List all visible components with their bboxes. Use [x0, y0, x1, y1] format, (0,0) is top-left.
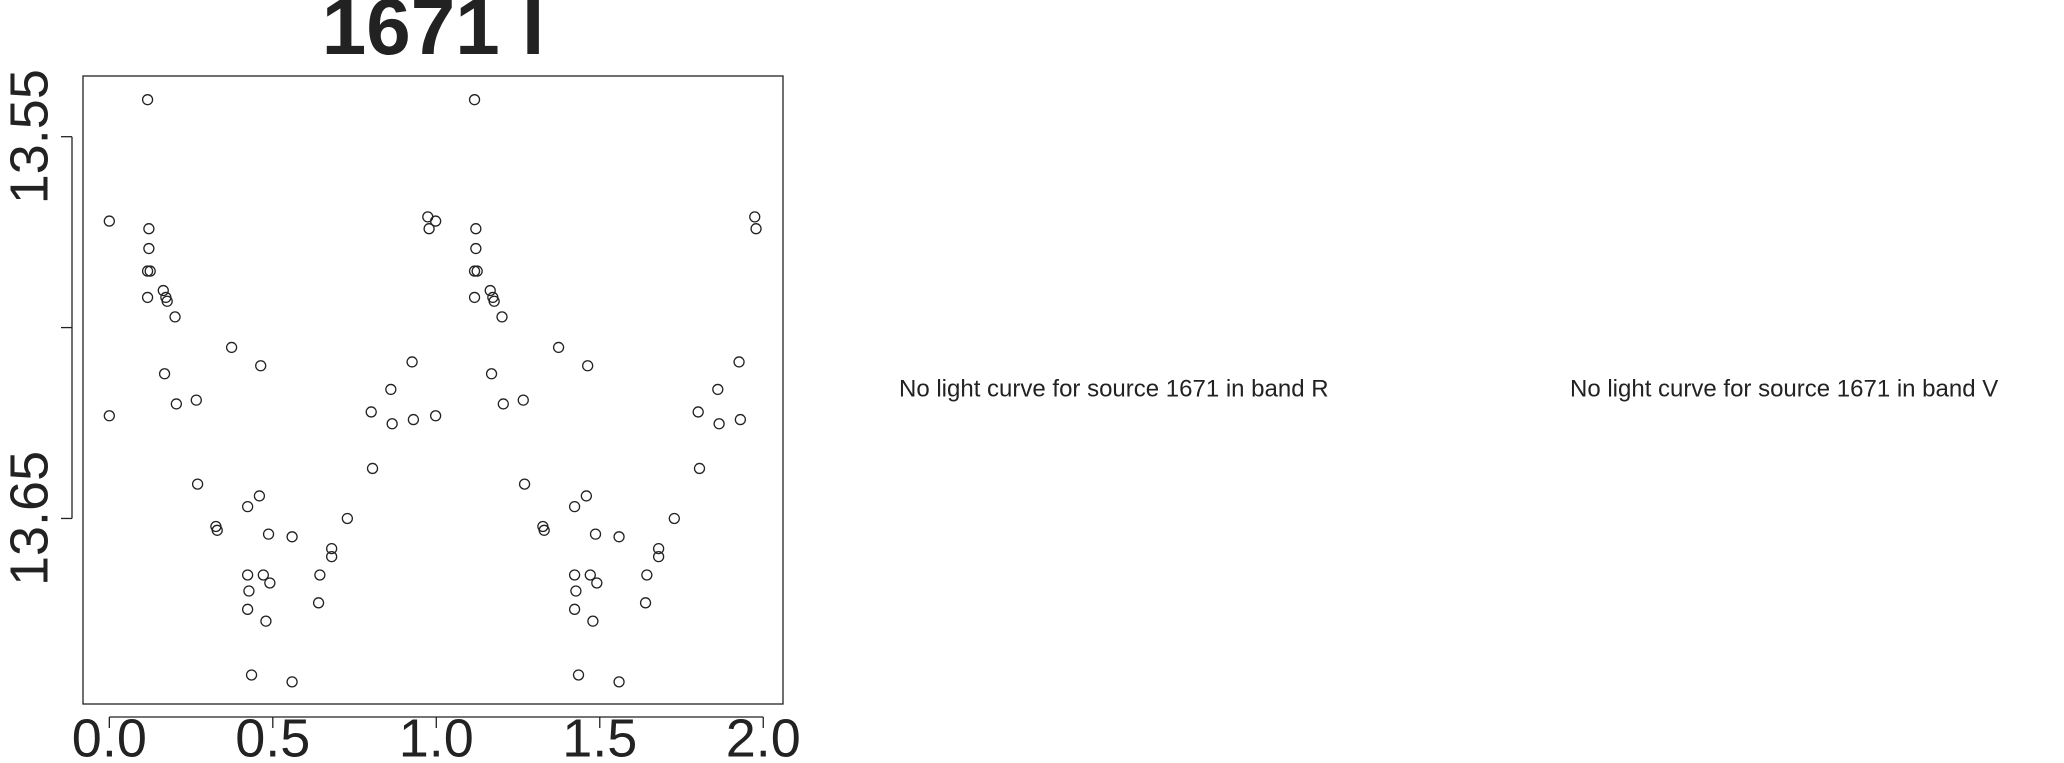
point [326, 550, 338, 563]
point [170, 398, 182, 410]
point [286, 531, 298, 543]
point [314, 569, 326, 581]
point [366, 462, 379, 475]
point [157, 284, 169, 297]
point [582, 360, 594, 372]
point [141, 291, 154, 304]
point [386, 418, 398, 430]
point [692, 406, 704, 418]
point [423, 223, 435, 235]
point [652, 542, 665, 555]
point [568, 569, 581, 581]
point [568, 603, 581, 615]
point [243, 585, 255, 597]
point [613, 531, 625, 543]
point [253, 490, 266, 502]
plot-frame [82, 75, 784, 705]
point [538, 524, 550, 536]
point [245, 669, 258, 681]
point [241, 500, 254, 513]
point [584, 569, 596, 581]
point [211, 524, 223, 536]
point [141, 94, 154, 106]
point [470, 242, 482, 255]
point [570, 585, 582, 597]
point [496, 311, 508, 323]
point [326, 542, 338, 555]
point [468, 94, 481, 106]
point [668, 512, 680, 525]
x-tick-label: 1.5 [562, 708, 637, 763]
point [713, 418, 725, 430]
point [257, 569, 269, 581]
point [552, 341, 565, 354]
point [568, 500, 581, 513]
point [587, 615, 599, 627]
point [264, 577, 276, 589]
point [241, 569, 254, 581]
point [103, 215, 115, 227]
x-tick-label: 2.0 [726, 708, 801, 763]
point [484, 284, 496, 297]
point [471, 265, 483, 277]
point [191, 478, 204, 490]
point [591, 577, 603, 589]
point [639, 597, 652, 609]
no-data-note: No light curve for source 1671 in band R [899, 375, 1329, 402]
point [143, 242, 155, 255]
point [497, 398, 509, 410]
point [429, 215, 442, 227]
point [286, 676, 298, 688]
point [693, 462, 706, 475]
point [572, 669, 585, 681]
no-data-note: No light curve for source 1671 in band V [1570, 375, 1998, 402]
y-tick-label: 13.55 [0, 69, 59, 204]
point [190, 394, 202, 406]
point [241, 603, 254, 615]
point [365, 406, 377, 418]
point [341, 512, 354, 525]
point [260, 615, 272, 627]
point [312, 597, 325, 609]
point [406, 356, 418, 368]
y-tick-label: 13.65 [0, 451, 59, 586]
point [262, 528, 275, 540]
point [470, 223, 482, 235]
point [641, 569, 653, 581]
point [652, 550, 665, 563]
point [485, 368, 498, 380]
point [750, 223, 762, 235]
point [613, 676, 625, 688]
point [143, 223, 155, 235]
point [580, 490, 593, 502]
point [517, 394, 529, 406]
point [712, 383, 724, 396]
point [733, 356, 745, 368]
point [158, 368, 171, 380]
point [169, 311, 181, 323]
point [103, 410, 115, 422]
point [161, 295, 173, 307]
point [589, 528, 602, 540]
point [385, 383, 397, 396]
point [749, 211, 761, 223]
x-tick-label: 1.0 [399, 708, 474, 763]
point [468, 291, 481, 304]
point [518, 478, 531, 490]
point [429, 410, 442, 422]
point [488, 295, 500, 307]
x-tick-label: 0.0 [72, 708, 147, 763]
point [407, 413, 420, 426]
point [255, 360, 267, 372]
point [734, 413, 747, 426]
point [225, 341, 238, 354]
x-tick-label: 0.5 [235, 708, 310, 763]
point [144, 265, 156, 277]
chart-title: 1671 I [322, 0, 544, 71]
